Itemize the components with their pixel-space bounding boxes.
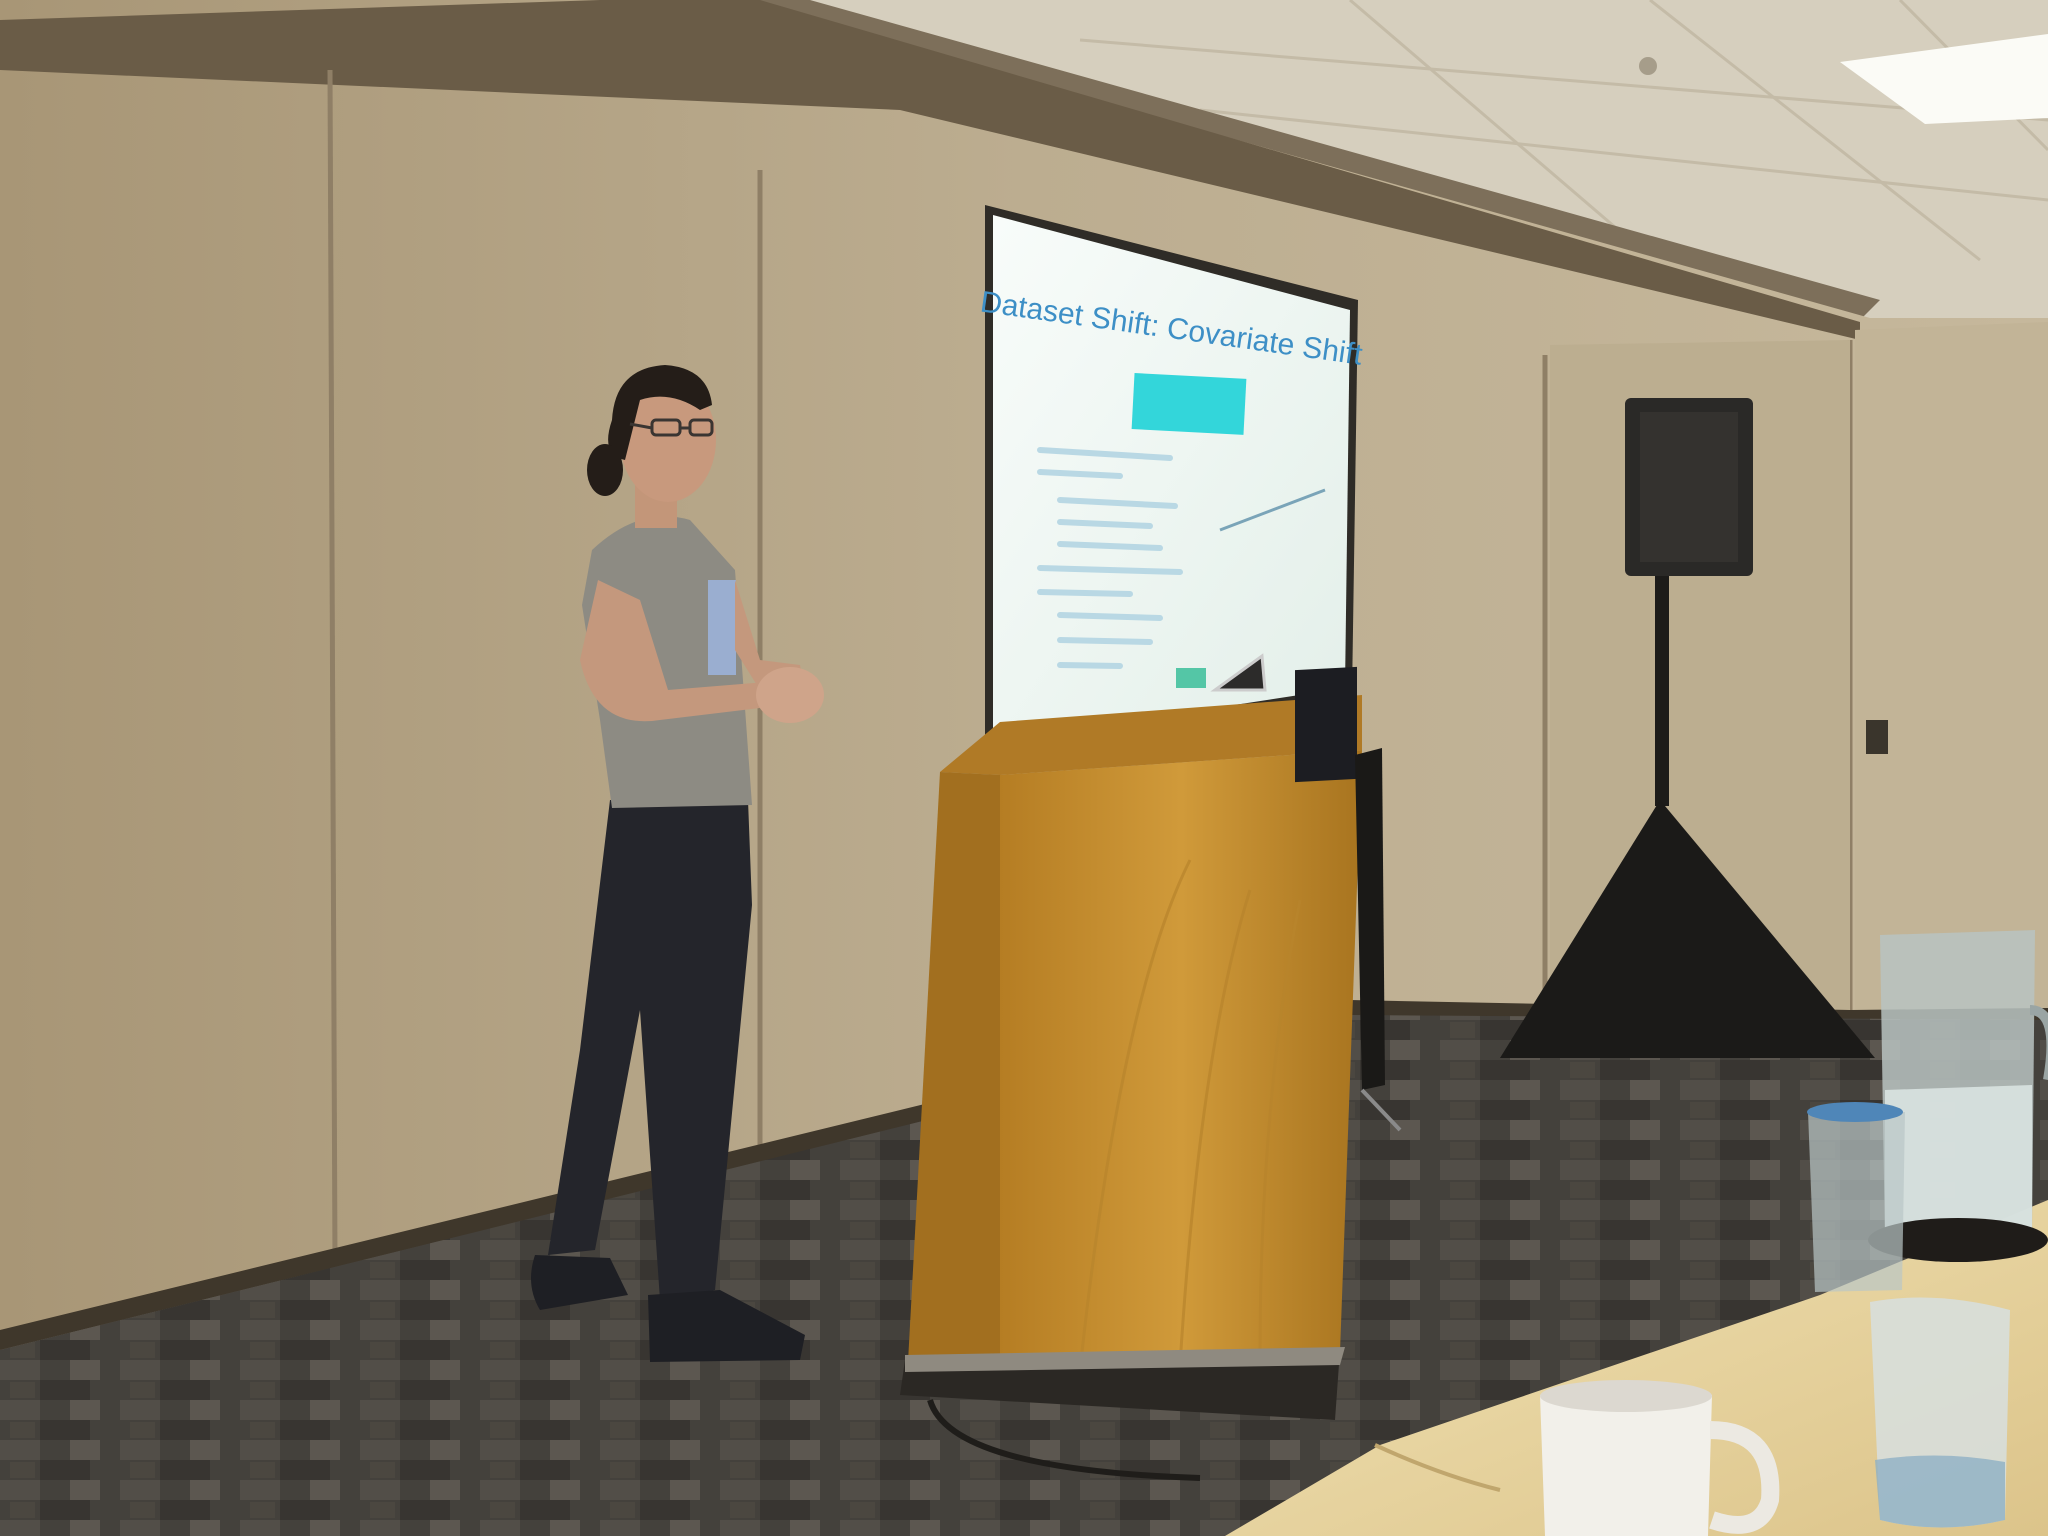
pitcher-icon — [1868, 930, 2048, 1262]
mug-icon — [1540, 1380, 1780, 1536]
slide-plot-curve — [1219, 488, 1326, 532]
glass-icon — [1807, 1102, 2010, 1528]
stand — [1355, 748, 1385, 1090]
hair — [608, 365, 712, 460]
front-table — [1225, 1200, 2048, 1536]
slide-accent-box — [1131, 373, 1247, 435]
left-shoe — [531, 1255, 628, 1310]
glasses — [629, 418, 714, 437]
podium-sign — [1295, 666, 1357, 783]
projection-screen: Dataset Shift: Covariate Shift — [978, 205, 1365, 752]
laptop-icon — [1210, 653, 1267, 692]
slide-footer-box — [1176, 668, 1206, 688]
name-badge — [708, 580, 736, 675]
ceiling-light — [1840, 34, 2048, 124]
light-switch — [1866, 720, 1888, 754]
slide-bullets — [1037, 447, 1183, 669]
presenter-head — [620, 378, 716, 502]
ceiling-sprinkler — [1639, 57, 1657, 75]
pa-speaker — [1500, 398, 1875, 1058]
podium — [900, 653, 1362, 1481]
clasped-hands — [756, 667, 824, 723]
right-shoe — [648, 1290, 805, 1362]
presenter — [531, 365, 824, 1362]
